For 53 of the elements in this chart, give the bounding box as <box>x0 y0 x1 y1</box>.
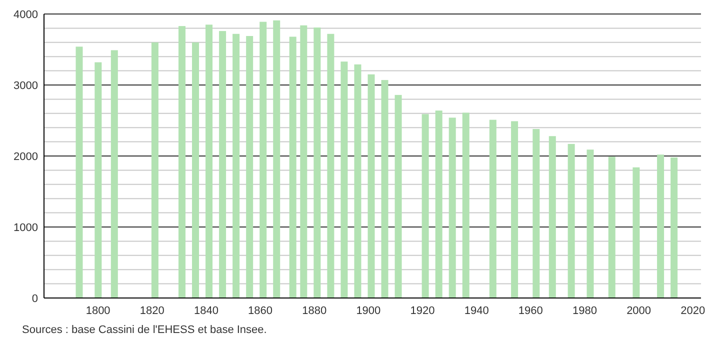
y-tick-label: 4000 <box>14 8 38 21</box>
bar <box>110 50 118 298</box>
bar <box>340 62 348 298</box>
y-tick-label: 0 <box>32 292 38 305</box>
bar <box>462 112 470 298</box>
y-tick-label: 2000 <box>14 150 38 163</box>
x-tick-label: 1840 <box>194 304 218 317</box>
bar <box>632 167 640 298</box>
bar <box>151 42 158 298</box>
x-tick-label: 1900 <box>356 304 381 317</box>
x-tick-label: 1820 <box>140 304 164 317</box>
bar <box>548 136 556 298</box>
bar <box>381 80 388 298</box>
bar <box>448 118 456 298</box>
bar <box>192 42 199 298</box>
bar <box>273 20 280 298</box>
bar <box>246 36 254 298</box>
bar <box>394 94 402 298</box>
x-tick-label: 1940 <box>464 304 489 317</box>
bar <box>314 27 321 298</box>
bar <box>354 64 362 298</box>
bar <box>657 154 664 298</box>
bar <box>608 156 616 298</box>
bar <box>670 157 678 298</box>
y-tick-label: 3000 <box>14 80 38 92</box>
bar <box>586 150 594 298</box>
x-tick-label: 1860 <box>248 304 273 317</box>
source-note: Sources : base Cassini de l'EHESS et base Insee. <box>22 324 268 336</box>
bar <box>289 36 296 298</box>
bar <box>422 114 429 298</box>
bar <box>300 25 308 298</box>
x-tick-label: 1980 <box>572 304 597 317</box>
bar <box>206 24 213 298</box>
x-tick-label: 2000 <box>626 304 652 317</box>
bar <box>368 74 375 298</box>
bar <box>568 144 575 298</box>
x-tick-label: 1960 <box>518 304 543 317</box>
bar <box>178 26 186 298</box>
bar <box>511 121 518 298</box>
bar <box>435 110 442 298</box>
bar <box>532 129 540 298</box>
bar <box>260 22 267 298</box>
bar <box>76 46 83 298</box>
x-tick-label: 1800 <box>86 304 110 317</box>
x-tick-label: 1920 <box>410 304 435 317</box>
bar <box>219 31 226 298</box>
bar <box>327 34 334 298</box>
bar <box>489 120 496 298</box>
y-tick-label: 1000 <box>14 222 38 234</box>
bar <box>94 62 102 298</box>
x-tick-label: 2020 <box>680 304 706 317</box>
bar <box>232 34 240 298</box>
x-tick-label: 1880 <box>302 304 327 317</box>
